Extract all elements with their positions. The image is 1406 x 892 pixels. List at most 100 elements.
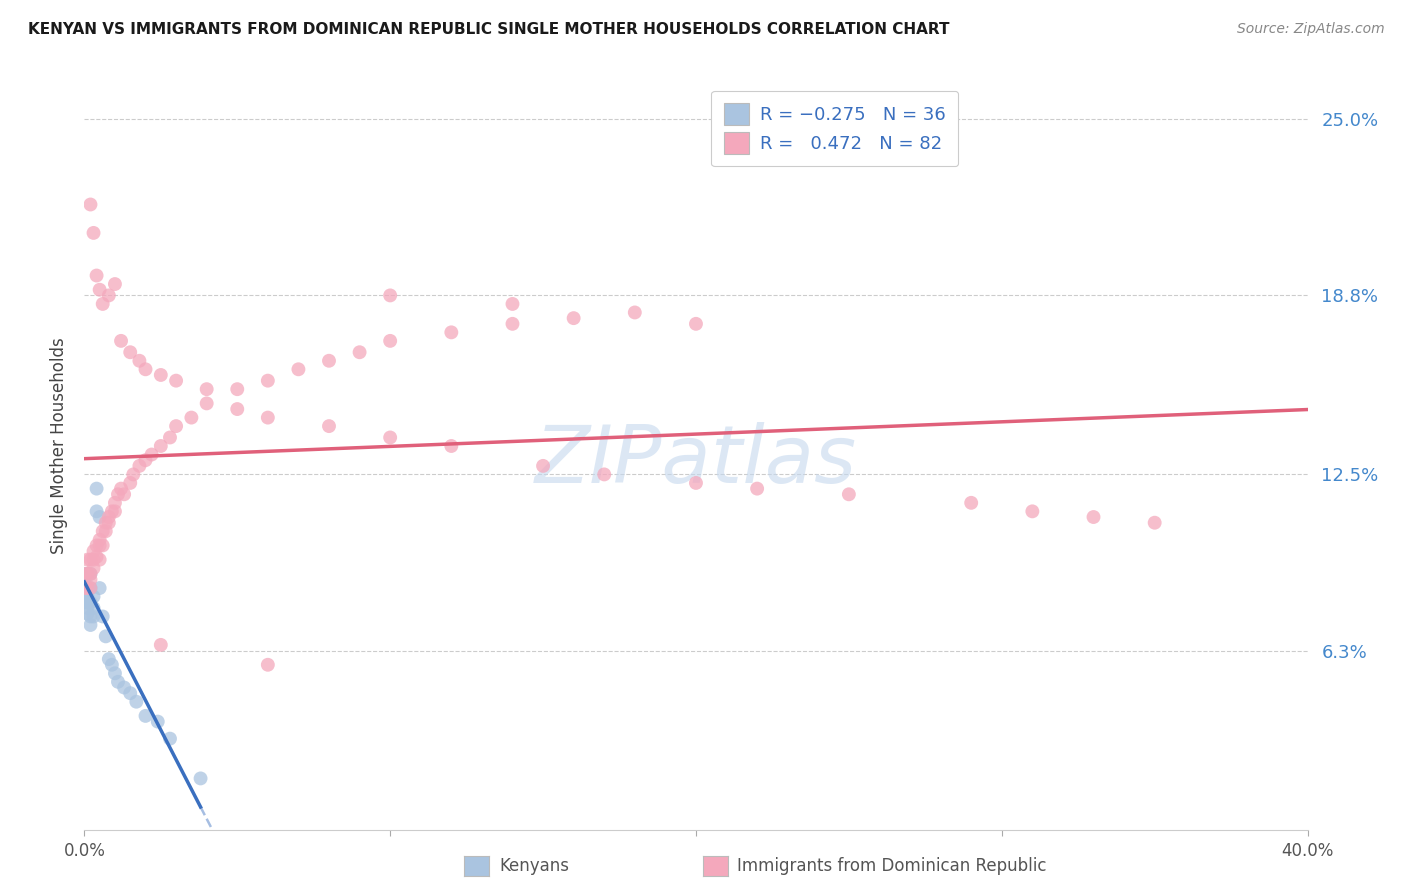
Point xyxy=(257,374,280,388)
Point xyxy=(226,382,249,396)
Point xyxy=(562,311,585,326)
Point xyxy=(89,538,111,552)
Point xyxy=(104,496,127,510)
Point xyxy=(120,345,142,359)
Point xyxy=(380,334,402,348)
Point xyxy=(79,609,101,624)
Point xyxy=(83,590,105,604)
Point xyxy=(89,283,111,297)
Point xyxy=(89,510,111,524)
Point xyxy=(960,496,983,510)
Point xyxy=(120,686,142,700)
Point xyxy=(349,345,371,359)
Point xyxy=(79,197,101,211)
Point xyxy=(89,552,111,566)
Point xyxy=(76,590,98,604)
Point xyxy=(86,538,108,552)
Point xyxy=(195,382,218,396)
Point xyxy=(146,714,169,729)
Point xyxy=(135,453,157,467)
Point xyxy=(76,607,98,621)
Point xyxy=(107,487,129,501)
Point xyxy=(76,581,98,595)
Point xyxy=(89,533,111,547)
Point xyxy=(91,297,114,311)
Point xyxy=(97,516,120,530)
Point xyxy=(94,629,117,643)
Point xyxy=(318,419,340,434)
Point xyxy=(79,581,101,595)
Point xyxy=(110,482,132,496)
Point xyxy=(97,652,120,666)
Point xyxy=(86,268,108,283)
Point xyxy=(110,334,132,348)
Point xyxy=(112,681,135,695)
Text: ZIPatlas: ZIPatlas xyxy=(534,422,858,500)
Point xyxy=(165,419,187,434)
Point xyxy=(101,657,124,672)
Point xyxy=(120,475,142,490)
Point xyxy=(97,288,120,302)
Point xyxy=(141,448,163,462)
Point xyxy=(135,362,157,376)
Point xyxy=(76,552,98,566)
Point xyxy=(79,573,101,587)
Point xyxy=(685,317,707,331)
Point xyxy=(83,552,105,566)
Point xyxy=(226,402,249,417)
Point xyxy=(135,709,157,723)
Point xyxy=(1083,510,1105,524)
Point xyxy=(91,609,114,624)
Point xyxy=(104,504,127,518)
Point xyxy=(180,410,202,425)
Point xyxy=(624,305,647,319)
Point xyxy=(97,510,120,524)
Point xyxy=(83,601,105,615)
Point xyxy=(287,362,309,376)
Point xyxy=(83,561,105,575)
Text: Kenyans: Kenyans xyxy=(499,857,569,875)
Point xyxy=(79,566,101,581)
Point xyxy=(593,467,616,482)
Point xyxy=(79,618,101,632)
Point xyxy=(149,638,172,652)
Point xyxy=(76,566,98,581)
Point xyxy=(73,573,96,587)
Point xyxy=(257,657,280,672)
Point xyxy=(73,566,96,581)
Point xyxy=(380,430,402,444)
Point xyxy=(76,566,98,581)
Point xyxy=(86,504,108,518)
Point xyxy=(112,487,135,501)
Point xyxy=(159,430,181,444)
Point xyxy=(86,482,108,496)
Point xyxy=(165,374,187,388)
Point xyxy=(1021,504,1043,518)
Point xyxy=(502,317,524,331)
Point xyxy=(257,410,280,425)
Y-axis label: Single Mother Households: Single Mother Households xyxy=(51,338,69,554)
Point xyxy=(159,731,181,746)
Point xyxy=(101,504,124,518)
Point xyxy=(73,581,96,595)
Point xyxy=(86,549,108,564)
Point xyxy=(107,674,129,689)
Point xyxy=(79,566,101,581)
Point xyxy=(440,326,463,340)
Point xyxy=(91,524,114,539)
Point xyxy=(104,277,127,291)
Point xyxy=(531,458,554,473)
Point xyxy=(73,595,96,609)
Legend: R = −0.275   N = 36, R =   0.472   N = 82: R = −0.275 N = 36, R = 0.472 N = 82 xyxy=(711,91,959,166)
Text: KENYAN VS IMMIGRANTS FROM DOMINICAN REPUBLIC SINGLE MOTHER HOUSEHOLDS CORRELATIO: KENYAN VS IMMIGRANTS FROM DOMINICAN REPU… xyxy=(28,22,949,37)
Point xyxy=(1143,516,1166,530)
Point xyxy=(190,772,212,786)
Point xyxy=(125,695,148,709)
Point xyxy=(747,482,769,496)
Point xyxy=(104,666,127,681)
Point xyxy=(91,538,114,552)
Point xyxy=(149,439,172,453)
Point xyxy=(73,566,96,581)
Point xyxy=(94,516,117,530)
Text: Immigrants from Dominican Republic: Immigrants from Dominican Republic xyxy=(737,857,1046,875)
